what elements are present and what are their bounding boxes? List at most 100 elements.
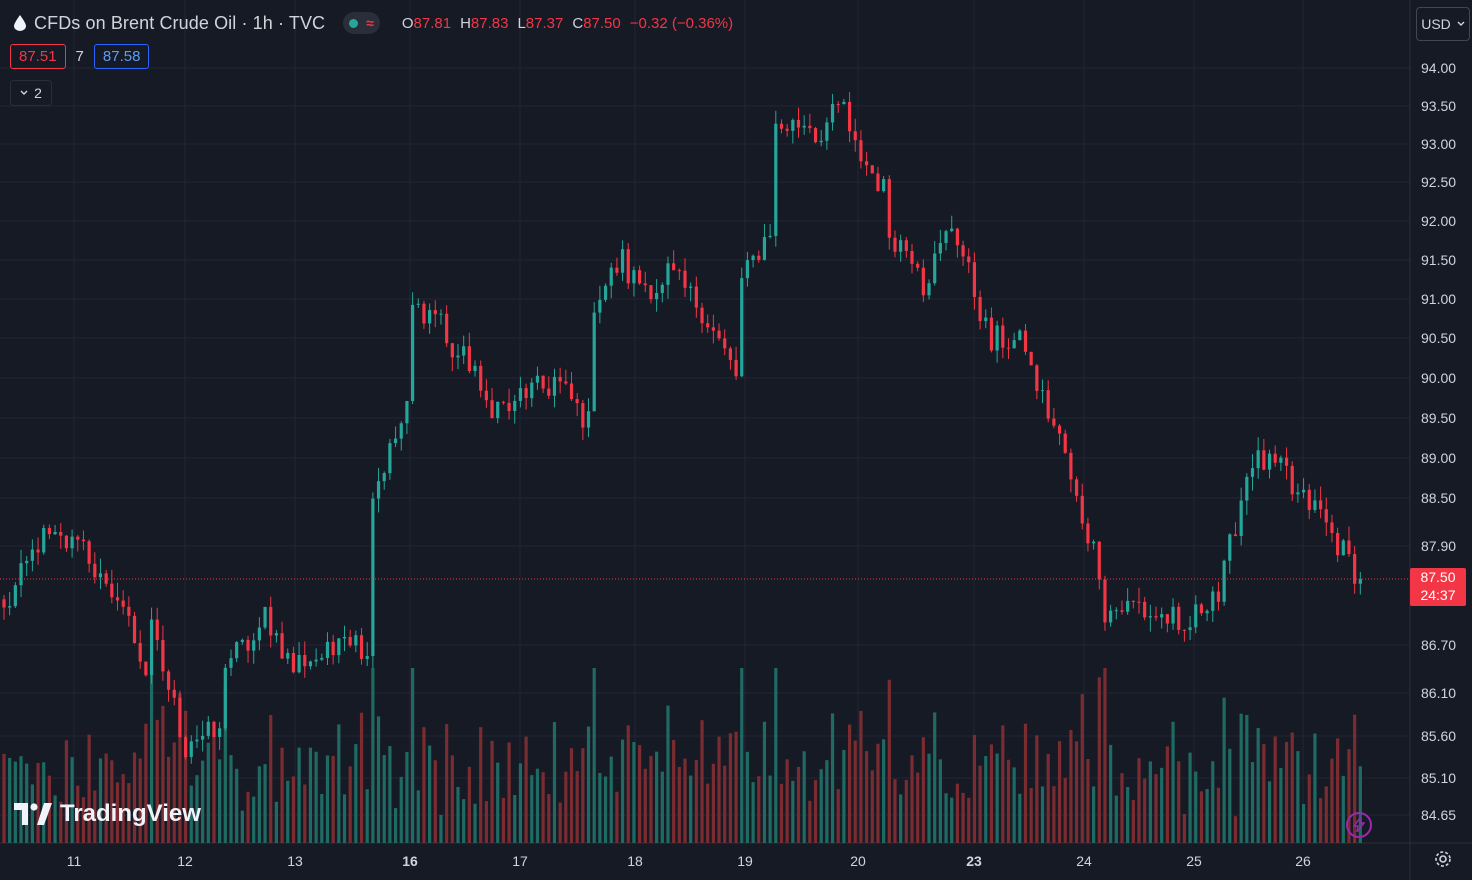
candle-body bbox=[638, 270, 642, 284]
volume-bar bbox=[235, 768, 239, 843]
candle-body bbox=[1114, 610, 1118, 612]
volume-bar bbox=[683, 758, 687, 843]
volume-bar bbox=[825, 760, 829, 843]
volume-bar bbox=[1018, 793, 1022, 843]
indicators-toggle[interactable]: 2 bbox=[10, 80, 52, 106]
candle-body bbox=[967, 256, 971, 263]
candle-body bbox=[8, 606, 12, 608]
last-price: 87.50 bbox=[1420, 569, 1456, 585]
volume-bar bbox=[1262, 744, 1266, 843]
change-value: −0.32 (−0.36%) bbox=[629, 14, 734, 32]
candle-body bbox=[779, 123, 784, 129]
candle-body bbox=[1029, 351, 1033, 366]
volume-bar bbox=[496, 762, 500, 843]
market-status[interactable]: ≈ bbox=[343, 12, 380, 34]
candle-body bbox=[808, 125, 812, 129]
volume-bar bbox=[1239, 713, 1243, 843]
candle-body bbox=[541, 375, 545, 389]
time-tick-label: 17 bbox=[512, 853, 528, 869]
candle-body bbox=[178, 697, 182, 738]
lightning-button[interactable] bbox=[1346, 812, 1372, 838]
price-tick-label: 87.90 bbox=[1421, 538, 1456, 554]
candle-body bbox=[161, 640, 165, 672]
candle-body bbox=[655, 292, 659, 300]
candle-body bbox=[456, 355, 460, 358]
time-axis: 11 12 13 16 17 18 19 20 23 24 25 26 bbox=[67, 853, 1311, 869]
volume-bar bbox=[1177, 761, 1181, 843]
candle-body bbox=[615, 267, 619, 273]
candle-body bbox=[899, 240, 903, 252]
volume-bar bbox=[462, 799, 466, 843]
volume-bar bbox=[1313, 733, 1317, 843]
candle-body bbox=[462, 346, 466, 356]
buy-button[interactable]: 87.58 bbox=[93, 44, 150, 69]
tradingview-logo[interactable]: TradingView bbox=[14, 800, 201, 828]
volume-bar bbox=[1228, 748, 1232, 843]
candle-body bbox=[47, 527, 51, 535]
candle-body bbox=[172, 689, 176, 698]
volume-bar bbox=[1063, 777, 1067, 843]
candle-body bbox=[1233, 534, 1238, 537]
volume-bar bbox=[223, 686, 227, 843]
candle-body bbox=[1171, 606, 1175, 624]
candle-body bbox=[552, 376, 557, 396]
candle-body bbox=[1057, 425, 1062, 434]
candle-body bbox=[331, 641, 335, 656]
candle-body bbox=[42, 527, 46, 553]
candle-body bbox=[76, 536, 80, 540]
volume-bar bbox=[354, 744, 358, 843]
candle-body bbox=[433, 310, 437, 315]
candle-body bbox=[893, 237, 897, 252]
volume-bar bbox=[303, 784, 307, 843]
volume-bar bbox=[36, 762, 40, 843]
candle-body bbox=[1063, 433, 1067, 453]
volume-bar bbox=[1154, 774, 1158, 843]
gear-icon[interactable] bbox=[1433, 849, 1453, 869]
candle-body bbox=[592, 312, 596, 412]
candle-body bbox=[484, 390, 488, 401]
symbol-title[interactable]: CFDs on Brent Crude Oil · 1h · TVC bbox=[34, 12, 326, 33]
volume-bar bbox=[655, 751, 659, 843]
candle-body bbox=[984, 317, 988, 322]
candle-body bbox=[1046, 390, 1050, 419]
sell-button[interactable]: 87.51 bbox=[10, 44, 66, 69]
candle-body bbox=[825, 122, 829, 141]
volume-bar bbox=[1267, 781, 1272, 843]
volume-bar bbox=[274, 801, 278, 843]
candle-body bbox=[371, 498, 375, 657]
volume-bar bbox=[1052, 786, 1056, 843]
volume-bar bbox=[944, 793, 948, 843]
candle-body bbox=[1165, 614, 1169, 624]
high-value: 87.83 bbox=[470, 14, 509, 32]
volume-bar bbox=[853, 740, 857, 843]
volume-bar bbox=[592, 668, 596, 843]
candle-body bbox=[694, 286, 698, 308]
currency-select[interactable]: USD bbox=[1416, 7, 1470, 41]
volume-bar bbox=[694, 759, 698, 843]
candle-body bbox=[791, 119, 795, 131]
volume-bar bbox=[768, 775, 772, 843]
candle-body bbox=[762, 237, 767, 260]
volume-bar bbox=[547, 794, 551, 843]
volume-bar bbox=[1290, 732, 1294, 843]
candle-body bbox=[632, 270, 636, 284]
candle-body bbox=[1137, 601, 1141, 603]
candle-body bbox=[1080, 495, 1084, 524]
volume-bar bbox=[865, 751, 869, 843]
volume-bar bbox=[484, 801, 488, 843]
candle-body bbox=[785, 128, 789, 131]
candle-body bbox=[144, 661, 148, 676]
candle-body bbox=[121, 600, 125, 607]
volume-bar bbox=[819, 769, 823, 843]
volume-bar bbox=[93, 790, 97, 843]
volume-bar bbox=[81, 797, 86, 843]
candle-body bbox=[274, 633, 278, 636]
candle-body bbox=[1205, 610, 1209, 614]
volume-bar bbox=[779, 783, 784, 843]
candle-body bbox=[104, 573, 108, 584]
volume-bar bbox=[365, 789, 369, 843]
candle-body bbox=[1120, 610, 1124, 612]
volume-bar bbox=[325, 755, 330, 843]
